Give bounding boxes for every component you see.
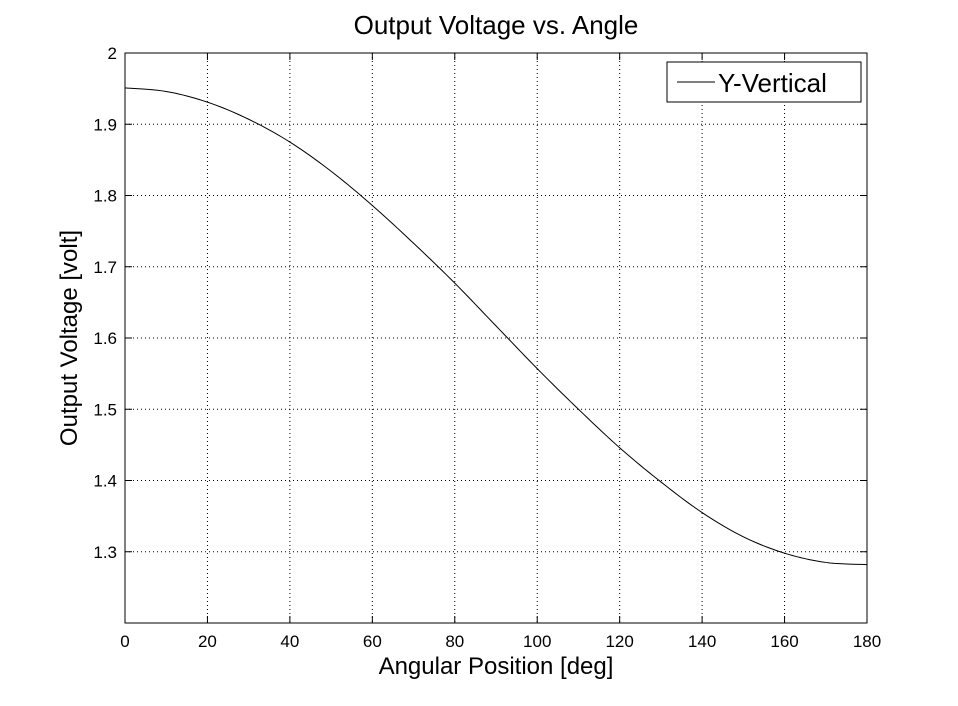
x-tick-label: 120 <box>605 632 633 651</box>
series-line-y-vertical <box>124 87 868 566</box>
x-axis-label: Angular Position [deg] <box>379 653 614 680</box>
x-tick-label: 0 <box>120 632 129 651</box>
y-tick-label: 1.5 <box>93 400 117 419</box>
x-tick-label: 140 <box>688 632 716 651</box>
grid <box>125 53 867 623</box>
y-tick-label: 2 <box>108 44 117 63</box>
legend: Y-Vertical <box>666 61 862 103</box>
x-tick-label: 60 <box>363 632 382 651</box>
y-tick-label: 1.4 <box>93 472 117 491</box>
plot-lines <box>124 87 868 566</box>
axis-ticks: 0 20 40 60 80 100 120 140 160 180 1.3 1.4 1.5 1.6 1.7 1… <box>93 44 881 651</box>
y-tick-label: 1.8 <box>93 187 117 206</box>
y-axis-label: Output Voltage [volt] <box>56 230 83 446</box>
y-tick-label: 1.3 <box>93 543 117 562</box>
y-tick-label: 1.7 <box>93 258 117 277</box>
x-tick-label: 80 <box>445 632 464 651</box>
y-tick-label: 1.6 <box>93 329 117 348</box>
x-tick-label: 180 <box>853 632 881 651</box>
x-tick-label: 40 <box>280 632 299 651</box>
y-tick-label: 1.9 <box>93 115 117 134</box>
x-tick-label: 160 <box>770 632 798 651</box>
x-tick-label: 20 <box>198 632 217 651</box>
x-tick-label: 100 <box>523 632 551 651</box>
chart-title: Output Voltage vs. Angle <box>354 10 639 40</box>
legend-label-y-vertical: Y-Vertical <box>718 68 827 98</box>
